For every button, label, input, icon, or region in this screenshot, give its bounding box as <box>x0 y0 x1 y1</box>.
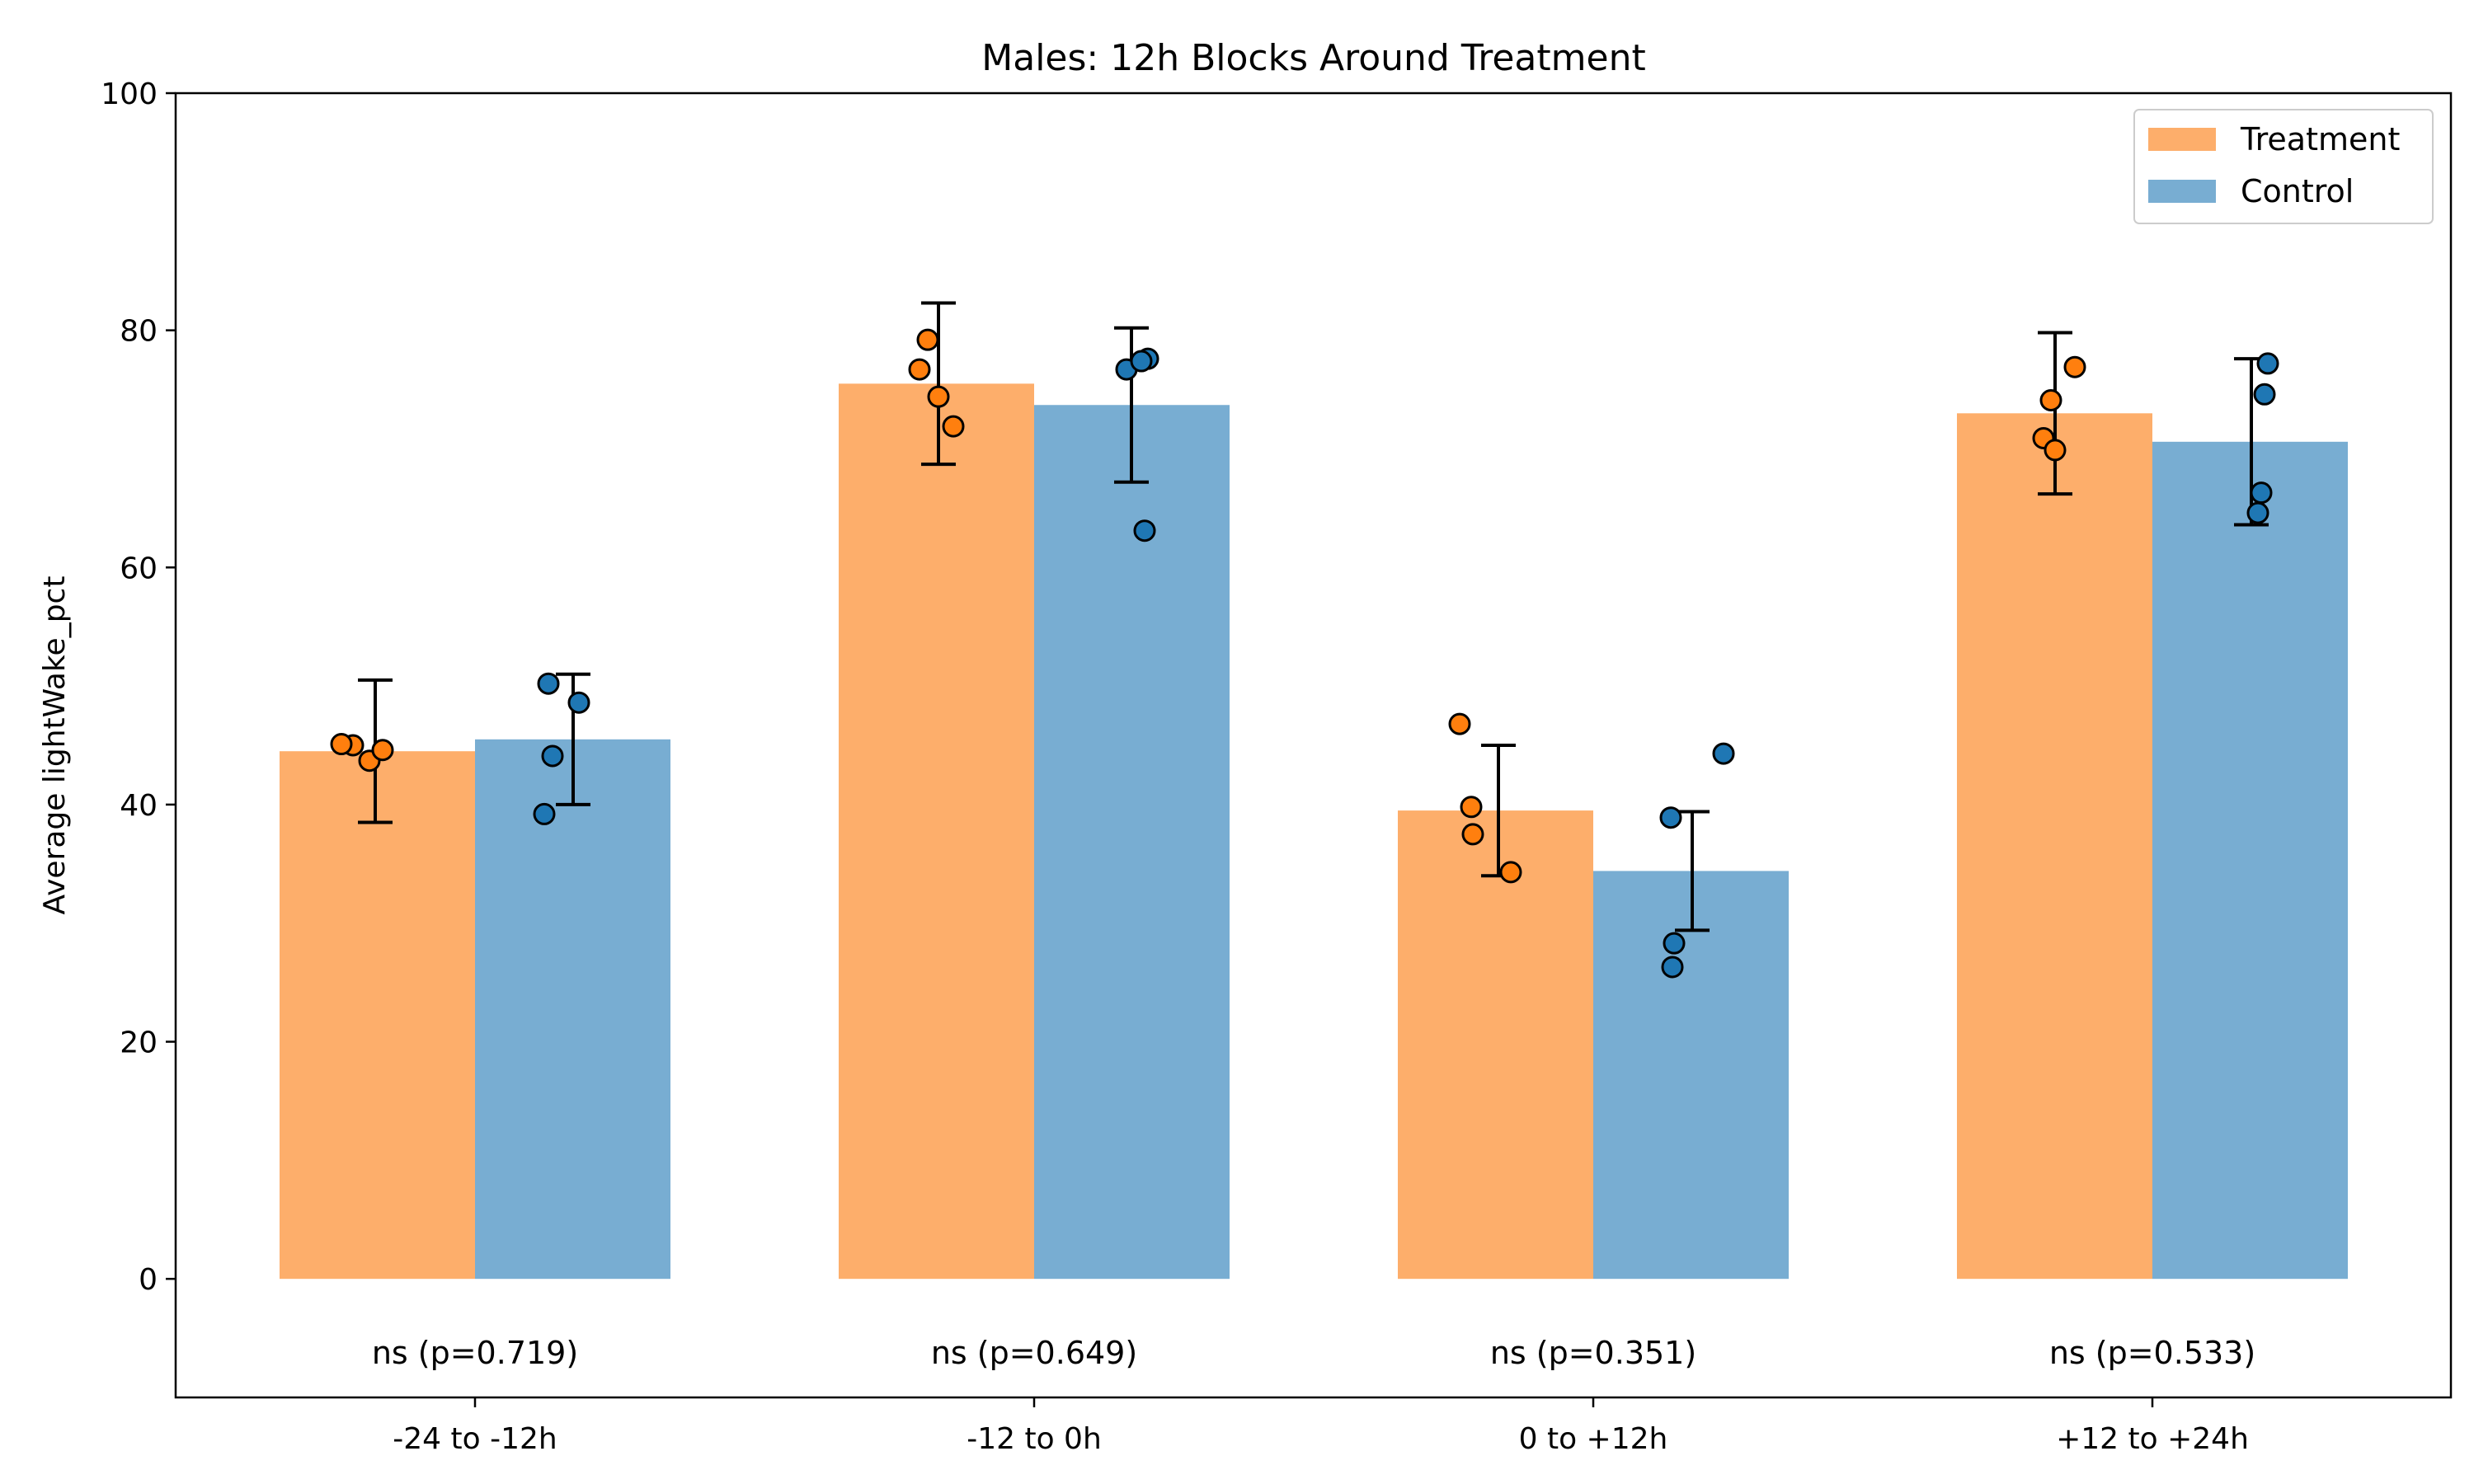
point-control-2-1 <box>1659 806 1682 829</box>
legend-label-treatment: Treatment <box>2240 121 2400 157</box>
point-control-0-1 <box>533 802 556 825</box>
annotation-3: ns (p=0.533) <box>2049 1335 2255 1371</box>
x-tick-label-3: +12 to +24h <box>2056 1422 2249 1456</box>
y-tick-label-20: 20 <box>120 1026 158 1060</box>
point-treatment-2-3 <box>1499 861 1522 884</box>
point-treatment-0-3 <box>330 733 353 756</box>
point-treatment-0-2 <box>371 739 394 762</box>
legend-swatch-treatment <box>2148 128 2216 151</box>
annotation-1: ns (p=0.649) <box>931 1335 1137 1371</box>
plot-frame <box>174 92 2453 1399</box>
point-treatment-3-3 <box>2063 355 2086 378</box>
point-treatment-2-0 <box>1448 712 1471 735</box>
y-tick-label-0: 0 <box>139 1263 158 1297</box>
point-treatment-1-2 <box>927 385 950 408</box>
y-tick-label-60: 60 <box>120 552 158 585</box>
legend-swatch-control <box>2148 180 2216 203</box>
y-tick-label-80: 80 <box>120 315 158 349</box>
bar-treatment-3 <box>1957 413 2152 1280</box>
point-control-2-0 <box>1712 742 1735 765</box>
point-control-3-1 <box>2250 481 2273 505</box>
annotation-2: ns (p=0.351) <box>1490 1335 1696 1371</box>
point-control-1-3 <box>1133 519 1156 542</box>
plot-area: ns (p=0.719) -24 to -12h ns (p=0.649) -12 t… <box>101 77 2453 1456</box>
y-axis-label: Average lightWake_pct <box>38 576 72 915</box>
chart-title: Males: 12h Blocks Around Treatment <box>981 37 1645 79</box>
point-treatment-3-0 <box>2039 388 2062 411</box>
point-control-3-0 <box>2246 501 2269 524</box>
point-control-3-3 <box>2256 352 2279 375</box>
bar-treatment-0 <box>280 751 475 1280</box>
legend: Treatment Control <box>2133 109 2434 224</box>
x-tick-label-0: -24 to -12h <box>393 1422 557 1456</box>
bar-treatment-1 <box>839 383 1034 1280</box>
point-treatment-1-3 <box>942 415 965 438</box>
point-treatment-2-2 <box>1461 823 1484 846</box>
point-treatment-1-0 <box>916 328 939 351</box>
y-tick-label-40: 40 <box>120 789 158 823</box>
point-control-0-2 <box>541 744 564 768</box>
point-control-1-2 <box>1130 350 1153 373</box>
y-tick-label-100: 100 <box>101 77 158 111</box>
x-tick-label-2: 0 to +12h <box>1519 1422 1668 1456</box>
bar-control-0 <box>475 739 670 1280</box>
annotation-0: ns (p=0.719) <box>372 1335 578 1371</box>
point-control-2-2 <box>1663 932 1686 955</box>
point-treatment-1-1 <box>908 358 931 381</box>
x-tick-label-1: -12 to 0h <box>967 1422 1102 1456</box>
legend-label-control: Control <box>2241 173 2354 209</box>
point-control-3-2 <box>2253 383 2276 406</box>
point-control-2-3 <box>1661 956 1684 979</box>
bar-control-2 <box>1593 871 1789 1280</box>
point-control-0-3 <box>567 691 590 714</box>
bar-control-1 <box>1034 405 1230 1280</box>
bar-control-3 <box>2152 441 2348 1280</box>
point-control-0-0 <box>537 672 560 695</box>
point-treatment-3-2 <box>2044 439 2067 462</box>
bar-treatment-2 <box>1398 810 1593 1280</box>
point-treatment-2-1 <box>1460 796 1483 819</box>
